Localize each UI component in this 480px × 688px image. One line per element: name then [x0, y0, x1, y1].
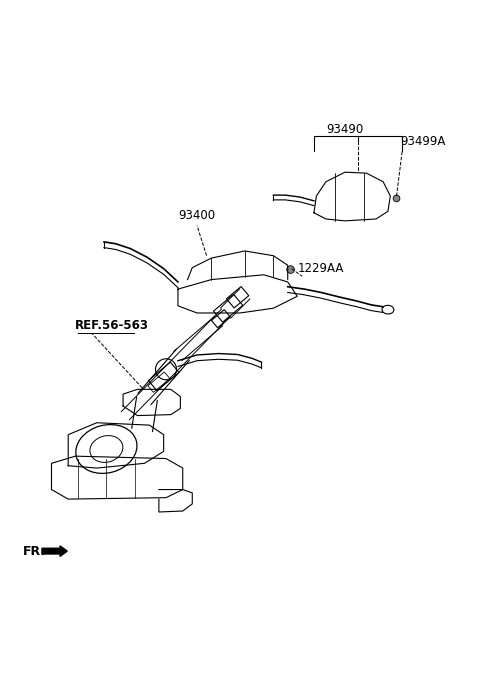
Text: REF.56-563: REF.56-563	[75, 319, 149, 332]
Text: 93490: 93490	[326, 123, 364, 136]
Text: 93499A: 93499A	[400, 136, 445, 149]
Circle shape	[393, 195, 400, 202]
Text: 1229AA: 1229AA	[297, 262, 344, 275]
Text: 93400: 93400	[179, 209, 216, 222]
Text: FR.: FR.	[23, 545, 46, 558]
Circle shape	[287, 266, 294, 273]
FancyArrow shape	[42, 546, 67, 557]
